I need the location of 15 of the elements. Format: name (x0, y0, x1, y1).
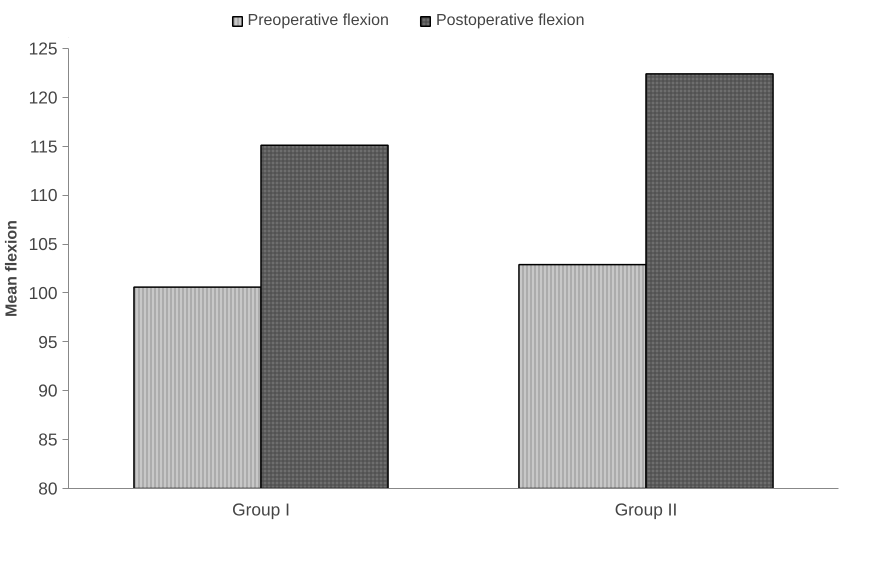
x-tick-label: Group I (232, 500, 290, 520)
legend-label: Preoperative flexion (248, 12, 389, 30)
y-tick-label: 85 (38, 430, 58, 450)
y-tick-label: 100 (28, 282, 58, 303)
y-tick-label: 110 (30, 185, 58, 206)
x-tick-label: Group II (614, 500, 678, 520)
y-axis-title: Mean flexion (4, 220, 21, 317)
legend-label: Postoperative flexion (436, 12, 584, 30)
y-tick-label: 120 (28, 87, 58, 108)
y-tick-label: 105 (28, 234, 58, 254)
y-tick-label: 115 (30, 136, 58, 156)
y-tick-label: 80 (38, 478, 58, 498)
y-tick-label: 125 (28, 38, 58, 58)
y-tick-label: 90 (38, 380, 58, 401)
y-tick-label: 95 (38, 332, 58, 352)
